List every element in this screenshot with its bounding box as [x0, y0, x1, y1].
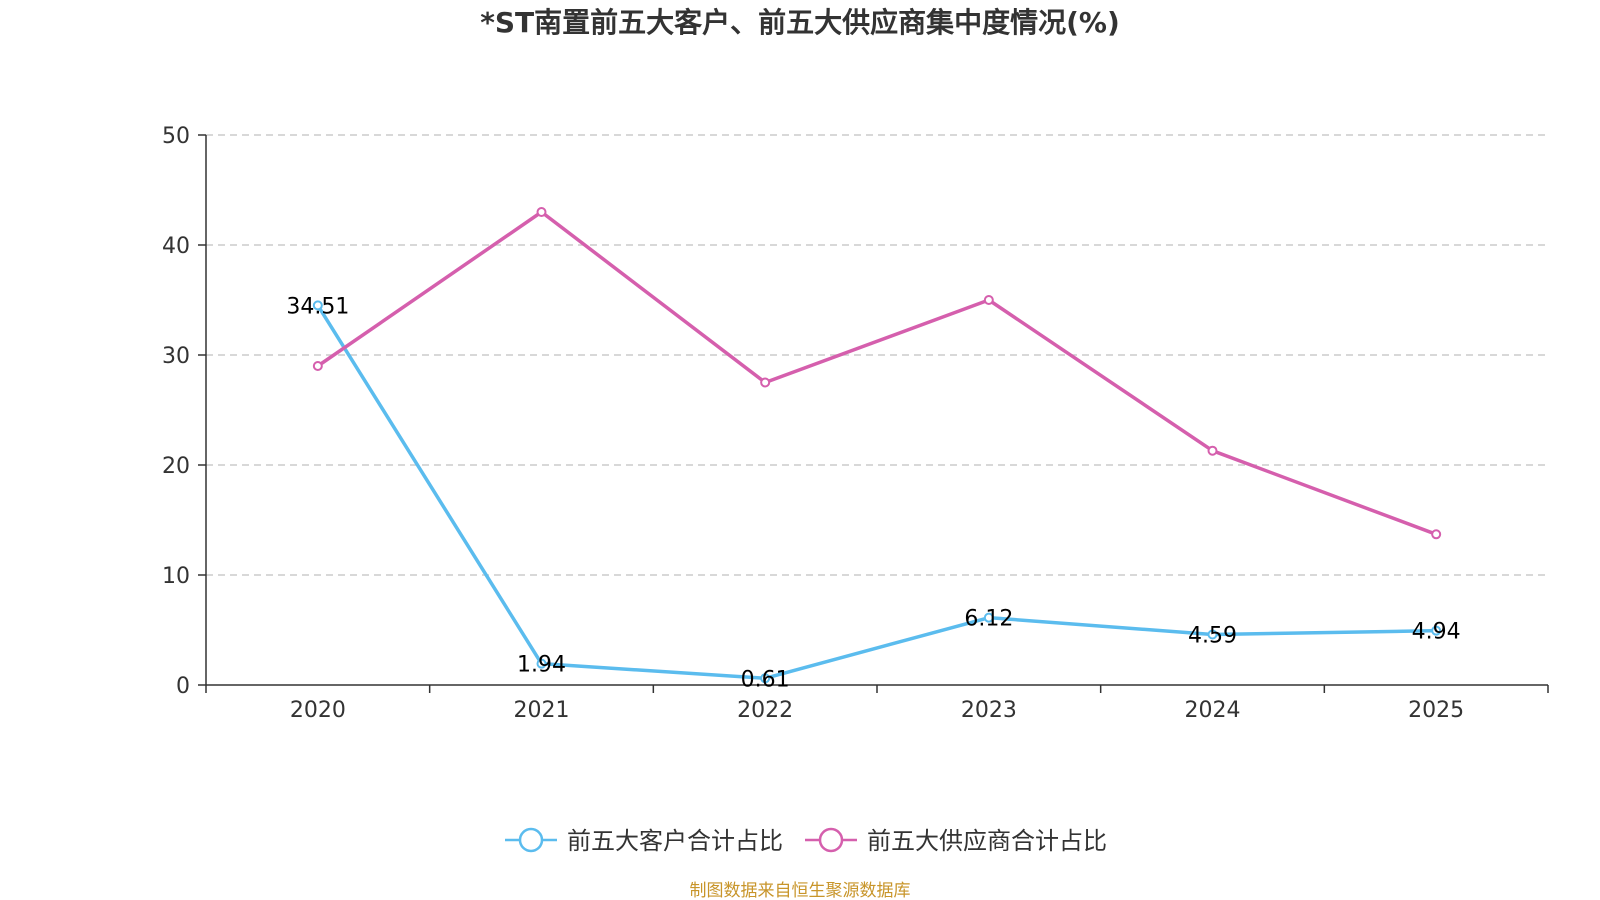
y-tick-label: 50 [162, 124, 190, 149]
series-line-2 [316, 210, 1437, 536]
grid-lines [206, 134, 1548, 576]
series-2-point[interactable] [1431, 529, 1442, 540]
series-2-point[interactable] [312, 361, 323, 371]
series-1-point[interactable] [536, 658, 547, 669]
y-tick-label: 30 [162, 344, 190, 369]
series-1-point[interactable] [312, 300, 323, 311]
data-label: 4.59 [1188, 624, 1237, 649]
x-tick-label: 2023 [961, 698, 1017, 723]
data-label: 6.12 [964, 607, 1013, 632]
y-tick-label: 40 [162, 234, 190, 259]
legend-label: 前五大客户合计占比 [567, 827, 783, 855]
data-label: 4.94 [1412, 620, 1461, 645]
legend-label: 前五大供应商合计占比 [867, 827, 1107, 855]
legend-item-1[interactable]: 前五大客户合计占比 [505, 827, 783, 855]
legend-marker-icon [518, 827, 544, 853]
series-1-point[interactable] [1431, 625, 1442, 636]
axes: 0 10 20 30 40 50 2020 2021 2022 2023 2024 2025 [162, 124, 1549, 723]
data-label: 0.61 [741, 667, 790, 692]
data-label: 34.51 [286, 294, 349, 319]
legend[interactable]: 前五大客户合计占比 前五大供应商合计占比 [505, 827, 1107, 855]
x-tick-label: 2025 [1408, 698, 1464, 723]
x-tick-label: 2021 [514, 698, 570, 723]
chart-title: *ST南置前五大客户、前五大供应商集中度情况(%) [480, 6, 1120, 39]
series-2-point[interactable] [983, 295, 994, 305]
x-tick-label: 2022 [737, 698, 793, 723]
series-2-point[interactable] [760, 377, 771, 388]
legend-item-2[interactable]: 前五大供应商合计占比 [805, 827, 1107, 855]
series-1-point[interactable] [1207, 629, 1218, 640]
series-2-point[interactable] [1207, 445, 1218, 456]
series-layer [312, 207, 1442, 684]
data-label: 1.94 [517, 653, 566, 678]
source-note: 制图数据来自恒生聚源数据库 [690, 881, 911, 900]
data-labels: 34.51 1.94 0.61 6.12 4.59 4.94 [286, 294, 1460, 692]
y-tick-label: 20 [162, 454, 190, 479]
series-1-point[interactable] [983, 612, 994, 623]
x-tick-label: 2024 [1185, 698, 1241, 723]
y-tick-label: 10 [162, 564, 190, 589]
x-tick-label: 2020 [290, 698, 346, 723]
series-line-1 [316, 304, 1437, 681]
series-2-point[interactable] [536, 207, 547, 217]
series-1-point[interactable] [760, 673, 771, 684]
legend-marker-icon [818, 827, 844, 853]
y-tick-label: 0 [176, 674, 190, 699]
